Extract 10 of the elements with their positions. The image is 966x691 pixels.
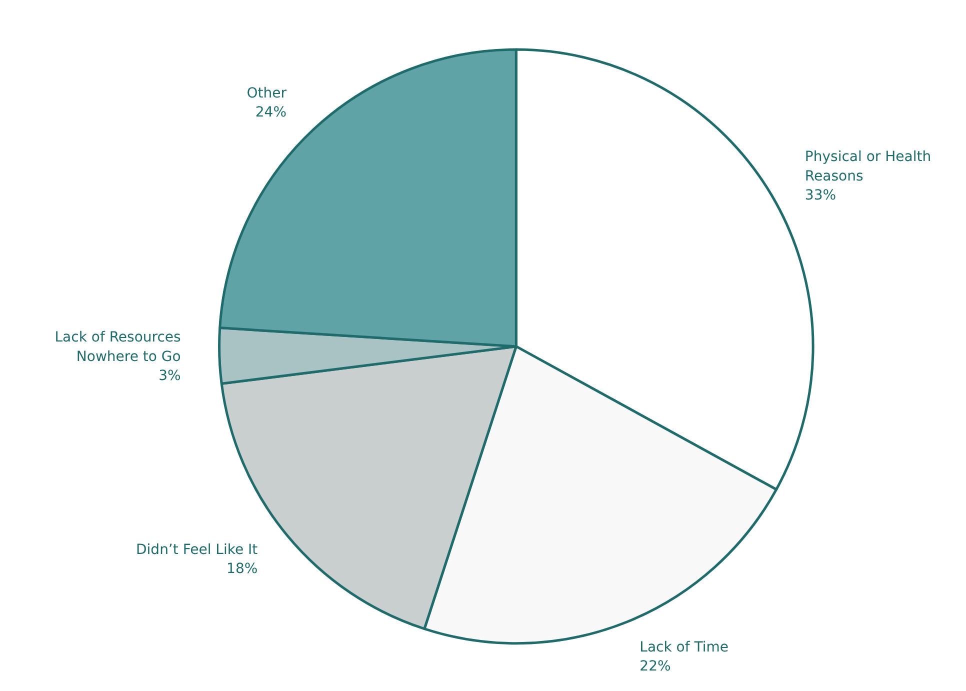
slice-label: Lack of Resources Nowhere to Go [54, 330, 181, 365]
slice-label: Physical or Health Reasons [804, 149, 932, 184]
data-label: 33% [804, 188, 836, 204]
data-label: 18% [226, 561, 258, 578]
slice-label: Lack of Time [640, 640, 729, 656]
data-label: 3% [158, 368, 181, 384]
data-label: 22% [640, 658, 671, 675]
data-label: 24% [255, 104, 287, 120]
slice-label: Other [246, 85, 287, 102]
slice-label: Didn’t Feel Like It [136, 542, 258, 558]
